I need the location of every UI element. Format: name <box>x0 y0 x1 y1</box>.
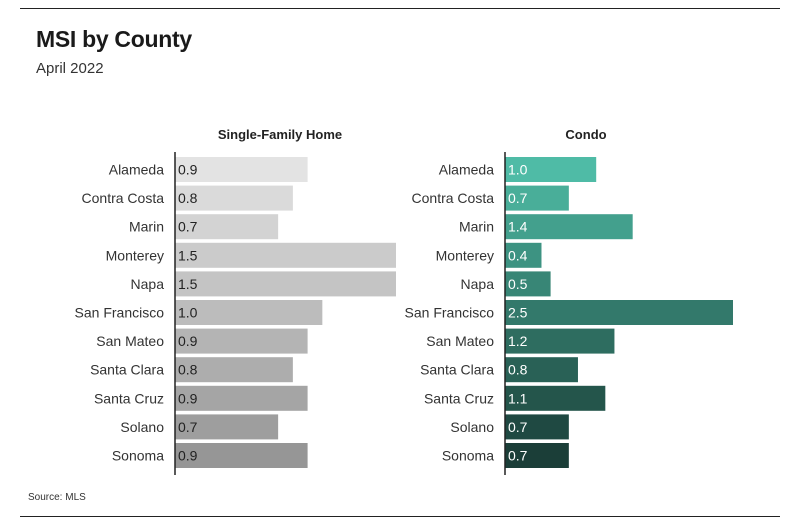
condo-category-label: Santa Cruz <box>424 390 494 406</box>
sfh-category-label: Alameda <box>109 162 164 178</box>
bottom-rule <box>20 516 780 517</box>
condo-bar <box>505 328 615 354</box>
condo-value-label: 0.7 <box>508 190 528 206</box>
chart-title: MSI by County <box>36 26 192 52</box>
condo-category-label: Solano <box>450 419 494 435</box>
sfh-bar <box>175 242 396 268</box>
sfh-value-label: 0.7 <box>178 219 198 235</box>
condo-value-label: 1.4 <box>508 219 528 235</box>
sfh-panel: Single-Family Home Alameda 0.9 Contra Costa… <box>75 127 396 475</box>
sfh-value-label: 0.9 <box>178 448 198 464</box>
sfh-bar <box>175 157 308 182</box>
sfh-category-label: Napa <box>131 276 165 292</box>
sfh-value-label: 1.5 <box>178 247 198 263</box>
condo-title: Condo <box>565 127 606 142</box>
condo-value-label: 1.1 <box>508 390 528 406</box>
condo-value-label: 0.4 <box>508 247 528 263</box>
condo-category-label: Alameda <box>439 162 494 178</box>
top-rule <box>20 8 780 9</box>
sfh-bar <box>175 328 308 354</box>
sfh-category-label: Contra Costa <box>82 190 165 206</box>
sfh-value-label: 1.0 <box>178 305 198 321</box>
sfh-value-label: 0.9 <box>178 390 198 406</box>
sfh-value-label: 0.8 <box>178 190 198 206</box>
chart-subtitle: April 2022 <box>36 60 104 77</box>
condo-value-label: 0.8 <box>508 362 528 378</box>
condo-category-label: Contra Costa <box>412 190 495 206</box>
condo-bar <box>505 443 569 468</box>
sfh-value-label: 0.9 <box>178 162 198 178</box>
sfh-value-label: 1.5 <box>178 276 198 292</box>
sfh-category-label: Santa Clara <box>90 362 164 378</box>
single-family-title: Single-Family Home <box>218 127 342 142</box>
condo-bar <box>505 385 606 411</box>
sfh-category-label: Solano <box>120 419 164 435</box>
sfh-bar <box>175 357 293 383</box>
sfh-category-label: San Francisco <box>75 305 165 321</box>
condo-value-label: 2.5 <box>508 305 528 321</box>
condo-bar <box>505 357 578 383</box>
source-note: Source: MLS <box>28 492 86 503</box>
condo-value-label: 0.7 <box>508 448 528 464</box>
sfh-bar <box>175 214 279 240</box>
condo-bar <box>505 185 569 211</box>
condo-bar <box>505 214 633 240</box>
condo-bar <box>505 271 551 297</box>
sfh-category-label: Sonoma <box>112 448 164 464</box>
sfh-category-label: Marin <box>129 219 164 235</box>
condo-value-label: 1.0 <box>508 162 528 178</box>
condo-category-label: Sonoma <box>442 448 494 464</box>
sfh-bar <box>175 385 308 411</box>
condo-category-label: Monterey <box>436 247 494 263</box>
condo-category-label: Marin <box>459 219 494 235</box>
sfh-value-label: 0.7 <box>178 419 198 435</box>
condo-category-label: San Mateo <box>426 333 494 349</box>
condo-category-label: Santa Clara <box>420 362 494 378</box>
sfh-bar <box>175 414 279 440</box>
condo-value-label: 0.7 <box>508 419 528 435</box>
sfh-bar <box>175 271 396 297</box>
sfh-value-label: 0.9 <box>178 333 198 349</box>
condo-bar <box>505 242 542 268</box>
condo-bar <box>505 414 569 440</box>
sfh-category-label: Santa Cruz <box>94 390 164 406</box>
sfh-category-label: San Mateo <box>96 333 164 349</box>
condo-category-label: San Francisco <box>405 305 495 321</box>
sfh-bar <box>175 300 323 325</box>
sfh-category-label: Monterey <box>106 247 164 263</box>
condo-value-label: 1.2 <box>508 333 528 349</box>
condo-category-label: Napa <box>461 276 495 292</box>
sfh-value-label: 0.8 <box>178 362 198 378</box>
sfh-bar <box>175 185 293 211</box>
condo-panel: Condo Alameda 1.0 Contra Costa 0.7 Marin 1.4 Mo… <box>405 127 733 475</box>
condo-bar <box>505 300 733 325</box>
condo-value-label: 0.5 <box>508 276 528 292</box>
sfh-bar <box>175 443 308 468</box>
condo-bar <box>505 157 597 182</box>
